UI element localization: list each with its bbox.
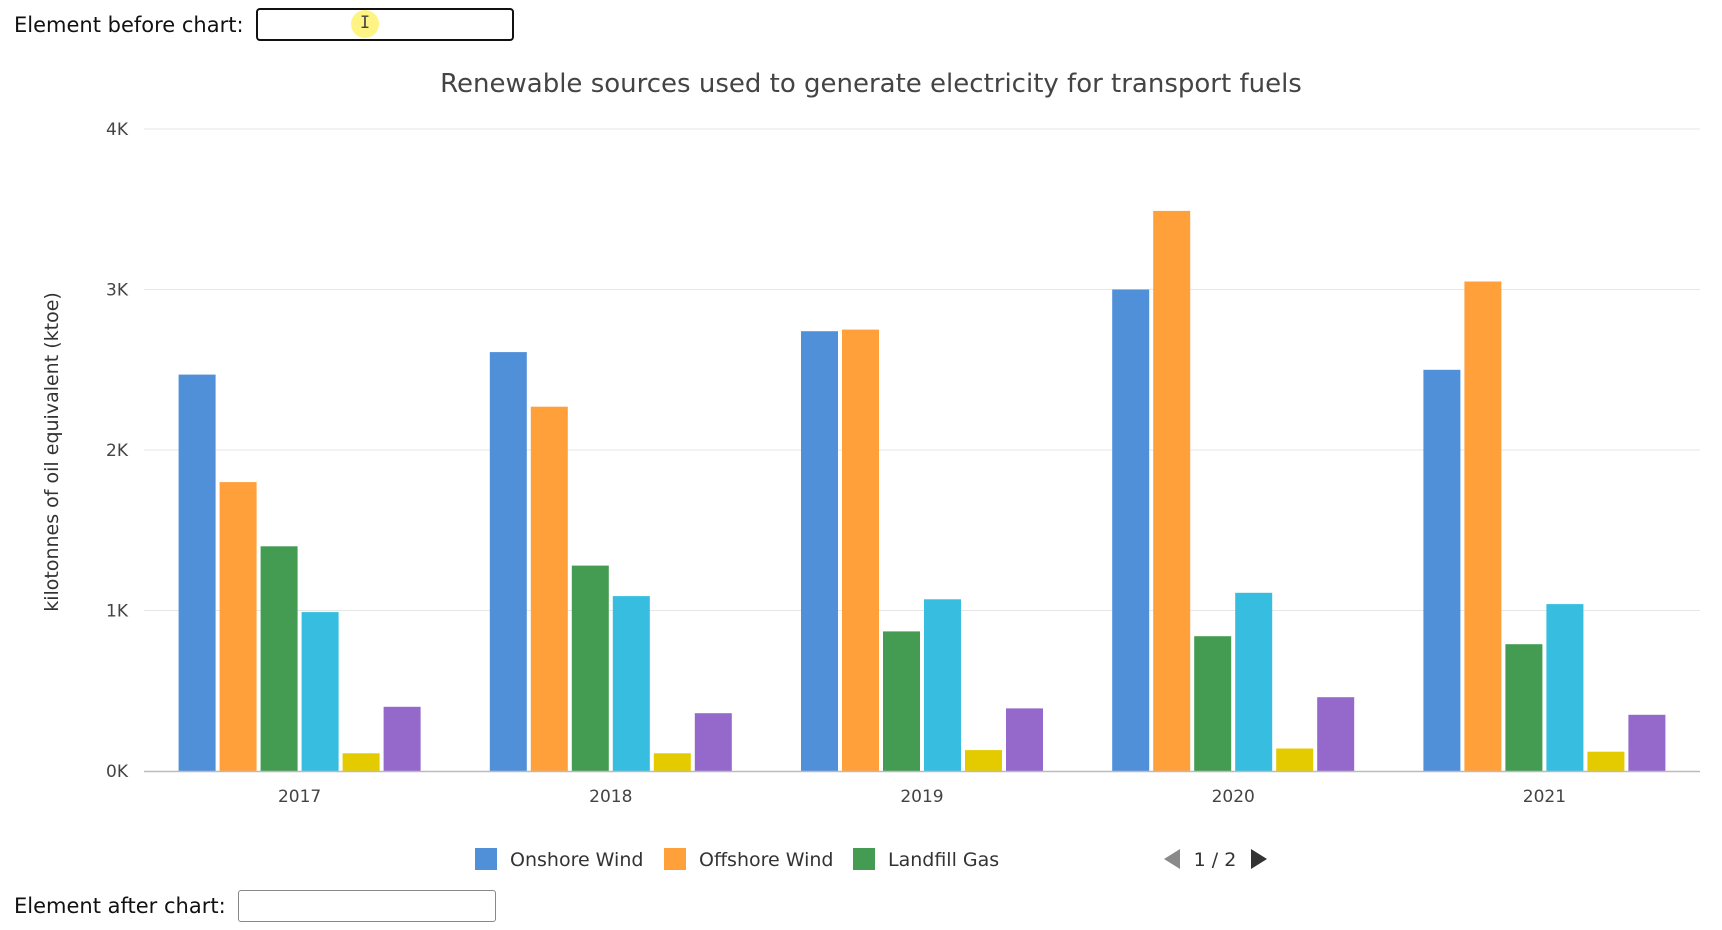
chart-title: Renewable sources used to generate elect… [440,69,1302,99]
legend-pager: 1 / 2 [1164,849,1267,871]
before-chart-field: Element before chart: [14,8,514,41]
arrow-left-icon[interactable] [1164,849,1180,869]
bars [178,210,1666,772]
legend: Onshore Wind Offshore Wind Landfill Gas [475,848,999,871]
bar[interactable] [1628,714,1666,771]
bar[interactable] [801,331,838,771]
y-tick-label: 0K [106,762,129,782]
bar[interactable] [842,329,879,771]
x-tick-label: 2020 [1212,787,1255,807]
legend-label[interactable]: Onshore Wind [510,849,643,871]
y-tick-label: 4K [106,120,129,140]
legend-swatch[interactable] [853,848,875,870]
after-chart-field: Element after chart: [14,890,496,922]
bar[interactable] [1317,697,1355,771]
bar[interactable] [653,753,691,771]
bar[interactable] [1276,748,1314,772]
x-tick-label: 2018 [589,787,632,807]
bar[interactable] [342,753,380,771]
bar[interactable] [1235,592,1273,771]
y-tick-label: 2K [106,441,129,461]
legend-label[interactable]: Offshore Wind [699,849,833,871]
y-axis-ticks: 0K 1K 2K 3K 4K [106,120,129,782]
bar[interactable] [1112,289,1150,772]
bar[interactable] [1546,604,1584,771]
legend-swatch[interactable] [664,848,686,870]
legend-label[interactable]: Landfill Gas [888,849,999,871]
bar[interactable] [260,546,298,771]
bar[interactable] [178,374,216,771]
y-axis-title: kilotonnes of oil equivalent (ktoe) [41,292,63,612]
bar[interactable] [571,565,609,771]
bar[interactable] [219,482,257,771]
bar[interactable] [1464,281,1502,772]
x-axis-ticks: 2017 2018 2019 2020 2021 [278,787,1566,807]
bar[interactable] [965,750,1002,771]
y-tick-label: 1K [106,602,129,622]
bar[interactable] [694,713,732,771]
chart: 0K 1K 2K 3K 4K 2017 2018 2019 2020 2021 Renewabl… [41,69,1700,871]
before-chart-label: Element before chart: [14,12,244,37]
bar[interactable] [489,352,527,771]
bar[interactable] [924,599,961,771]
bar[interactable] [1423,369,1461,772]
legend-swatch[interactable] [475,848,497,870]
bar[interactable] [1505,644,1543,771]
x-tick-label: 2021 [1523,787,1566,807]
after-chart-input[interactable] [237,890,496,922]
bar[interactable] [883,631,920,771]
bar[interactable] [1194,636,1232,771]
before-chart-input[interactable] [255,8,514,41]
x-tick-label: 2019 [900,787,943,807]
x-tick-label: 2017 [278,787,321,807]
legend-page-indicator: 1 / 2 [1194,849,1237,871]
bar[interactable] [383,706,421,771]
bar[interactable] [1153,210,1191,771]
arrow-right-icon[interactable] [1251,849,1267,869]
bar[interactable] [612,596,650,771]
bar[interactable] [530,406,568,771]
bar[interactable] [1587,751,1625,771]
bar[interactable] [301,612,339,771]
y-tick-label: 3K [106,281,129,301]
bar[interactable] [1006,708,1043,771]
after-chart-label: Element after chart: [14,894,226,918]
